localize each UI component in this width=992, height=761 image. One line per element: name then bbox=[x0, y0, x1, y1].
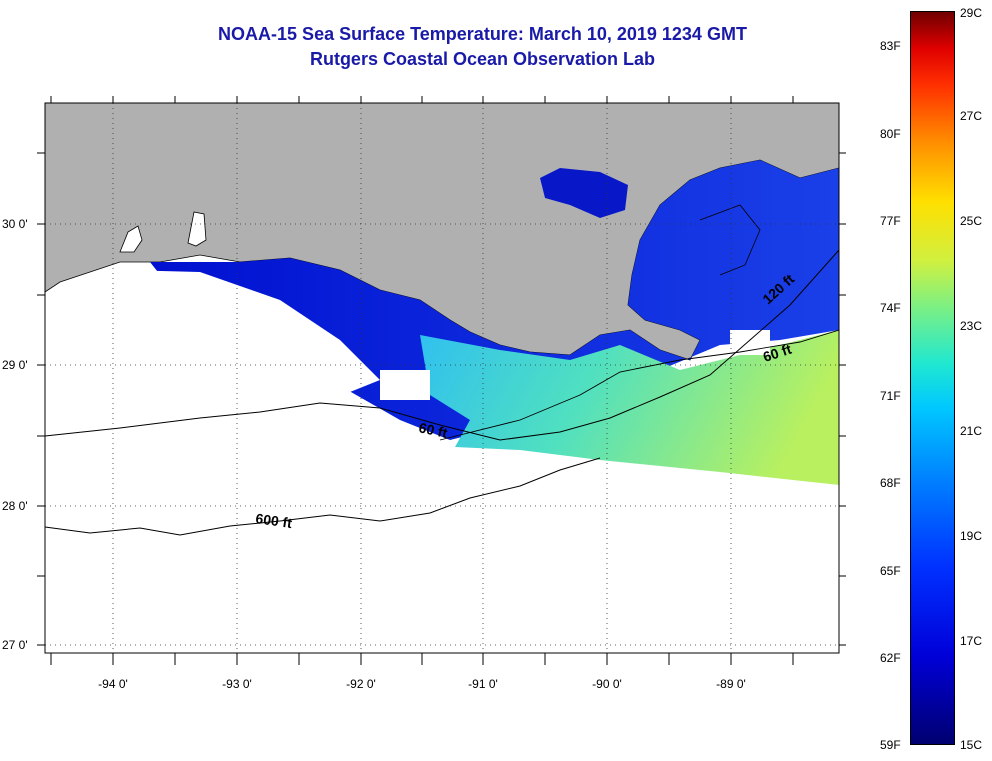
colorbar-c-label: 23C bbox=[960, 319, 983, 333]
colorbar-c-label: 19C bbox=[960, 529, 983, 543]
contour-label: 60 ft bbox=[417, 419, 449, 441]
lat-label: 29 0' bbox=[2, 358, 28, 372]
contour-120ft bbox=[45, 249, 839, 441]
island bbox=[119, 225, 143, 253]
lat-label: 27 0' bbox=[2, 638, 28, 652]
lat-label: 28 0' bbox=[2, 499, 28, 513]
graticule bbox=[45, 103, 839, 653]
cold-water bbox=[540, 168, 628, 218]
colorbar-f-label: 71F bbox=[880, 389, 901, 403]
map-subtitle: Rutgers Coastal Ocean Observation Lab bbox=[309, 49, 656, 69]
island bbox=[187, 211, 207, 247]
warm-water bbox=[420, 330, 839, 485]
colorbar-f-label: 74F bbox=[880, 301, 901, 315]
no-data-region bbox=[45, 430, 839, 653]
colorbar-f-label: 59F bbox=[880, 738, 901, 752]
colorbar-f-label: 68F bbox=[880, 476, 901, 490]
colorbar-f-label: 65F bbox=[880, 564, 901, 578]
colorbar-c-label: 25C bbox=[960, 214, 983, 228]
no-data-region bbox=[730, 330, 770, 355]
contour-60ft bbox=[439, 329, 839, 441]
plot-frame bbox=[44, 102, 840, 654]
contour-600ft bbox=[45, 457, 601, 536]
lon-label: -92 0' bbox=[346, 677, 376, 691]
colorbar-c-label: 21C bbox=[960, 424, 983, 438]
lon-label: -90 0' bbox=[592, 677, 622, 691]
colorbar-f-label: 80F bbox=[880, 127, 901, 141]
contour-label: 600 ft bbox=[255, 510, 294, 531]
lon-label: -89 0' bbox=[716, 677, 746, 691]
colorbar-f-label: 83F bbox=[880, 39, 901, 53]
lon-label: -94 0' bbox=[98, 677, 128, 691]
axis-ticks bbox=[37, 96, 846, 665]
colorbar-c-label: 29C bbox=[960, 6, 983, 20]
colorbar-c-label: 15C bbox=[960, 738, 983, 752]
colorbar-c-label: 17C bbox=[960, 634, 983, 648]
temperature-colorbar bbox=[910, 11, 955, 745]
map-title: NOAA-15 Sea Surface Temperature: March 1… bbox=[218, 24, 747, 44]
no-data-region bbox=[380, 370, 430, 400]
no-data-region bbox=[45, 270, 380, 420]
colorbar-f-label: 77F bbox=[880, 214, 901, 228]
colorbar-c-label: 27C bbox=[960, 109, 983, 123]
lat-label: 30 0' bbox=[2, 217, 28, 231]
colorbar-f-label: 62F bbox=[880, 651, 901, 665]
coastline-east bbox=[699, 204, 761, 276]
lon-label: -91 0' bbox=[468, 677, 498, 691]
lon-label: -93 0' bbox=[222, 677, 252, 691]
